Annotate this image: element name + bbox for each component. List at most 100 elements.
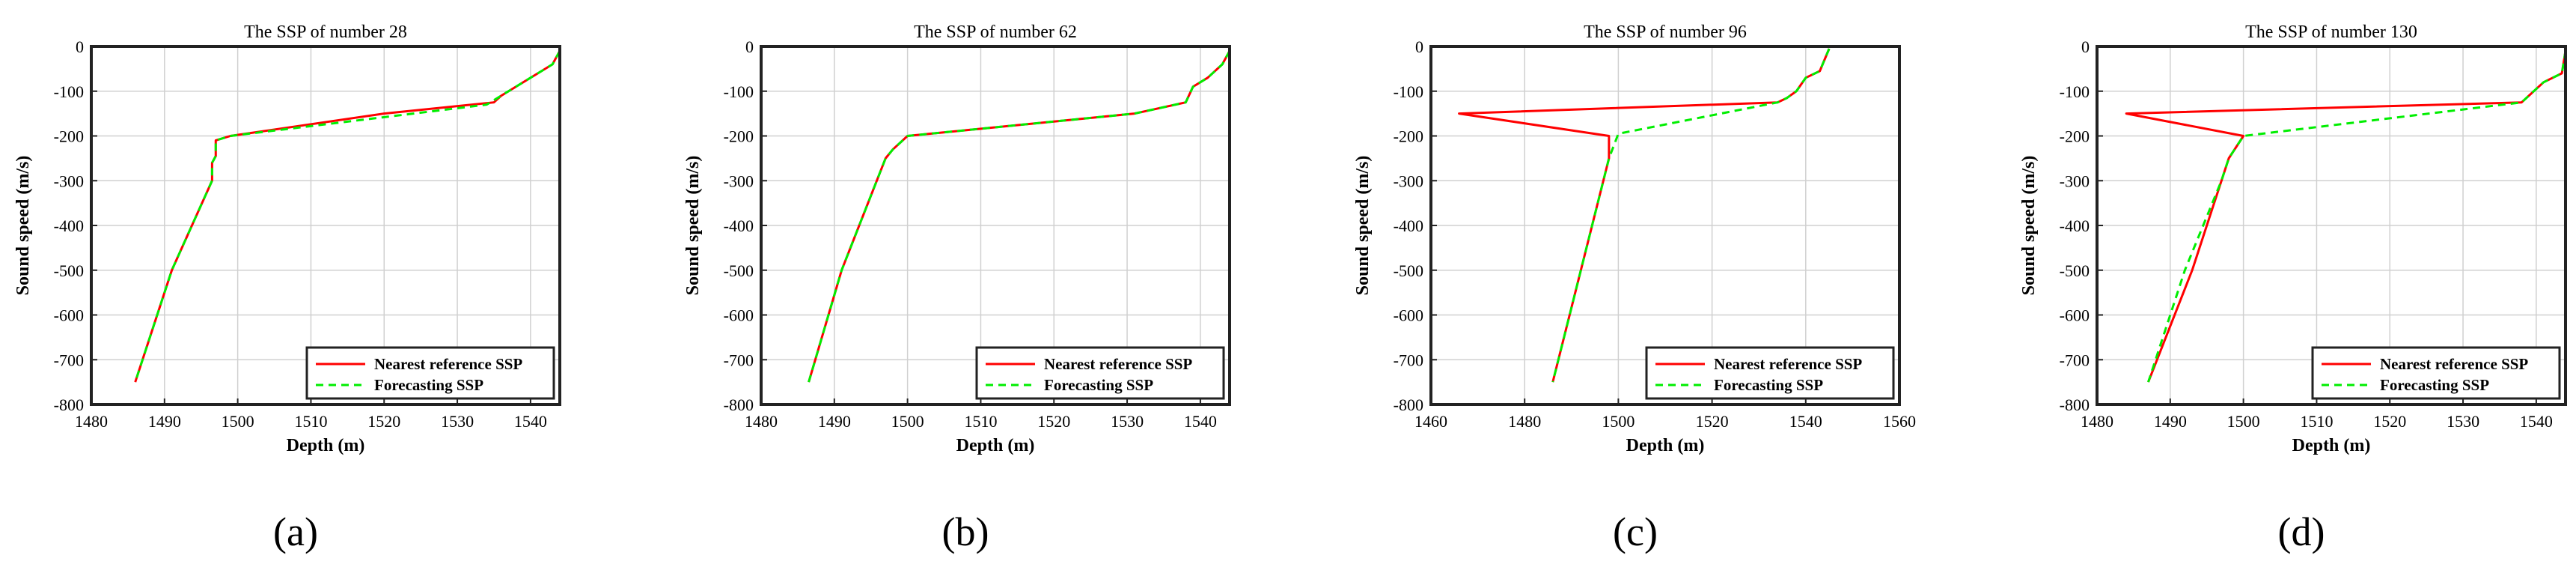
- y-axis-label: Sound speed (m/s): [13, 156, 33, 296]
- panel-label: (b): [942, 509, 989, 554]
- y-tick-label: -200: [2060, 127, 2090, 146]
- y-tick-label: -400: [1394, 216, 1423, 235]
- legend-label: Nearest reference SSP: [1044, 355, 1192, 373]
- y-tick-label: -200: [1394, 127, 1423, 146]
- y-tick-label: -800: [2060, 395, 2090, 414]
- chart-svg: 1460 1480 1500 1520 1540 1560 0 -100 -200 -300 -40…: [1353, 22, 1916, 554]
- x-tick-label: 1480: [2081, 412, 2113, 431]
- x-tick-label: 1490: [2154, 412, 2187, 431]
- y-tick-label: -600: [724, 306, 754, 325]
- series-line-forecasting: [1551, 48, 1831, 383]
- y-tick-label: -500: [2060, 261, 2090, 280]
- y-tick-label: -100: [1394, 82, 1423, 101]
- y-tick-label: -200: [54, 127, 84, 146]
- y-tick-label: -400: [54, 216, 84, 235]
- legend-label: Forecasting SSP: [2380, 376, 2489, 394]
- x-tick-label: 1500: [891, 412, 924, 431]
- panel-label: (d): [2278, 509, 2325, 554]
- x-tick-label: 1500: [2227, 412, 2260, 431]
- chart-svg: 1480 1490 1500 1510 1520 1530 1540 0 -100 -200 -30…: [13, 22, 561, 554]
- x-tick-label: 1460: [1414, 412, 1447, 431]
- y-tick-label: -300: [1394, 172, 1423, 190]
- y-tick-label: -500: [724, 261, 754, 280]
- panel-label: (c): [1613, 509, 1658, 554]
- y-tick-label: -100: [724, 82, 754, 101]
- x-tick-label: 1520: [2373, 412, 2406, 431]
- y-tick-label: -500: [1394, 261, 1423, 280]
- x-tick-label: 1560: [1883, 412, 1916, 431]
- x-tick-label: 1540: [1184, 412, 1217, 431]
- y-tick-label: -300: [54, 172, 84, 190]
- legend-label: Forecasting SSP: [1714, 376, 1823, 394]
- x-tick-label: 1500: [222, 412, 254, 431]
- y-axis-label: Sound speed (m/s): [2019, 156, 2039, 296]
- x-tick-label: 1490: [148, 412, 181, 431]
- series-line-nearest-reference: [134, 50, 560, 383]
- series-line-forecasting: [2147, 50, 2566, 383]
- x-axis-label: Depth (m): [1626, 436, 1705, 455]
- y-tick-label: -100: [2060, 82, 2090, 101]
- x-tick-label: 1500: [1602, 412, 1635, 431]
- y-tick-label: -600: [1394, 306, 1423, 325]
- x-axis-label: Depth (m): [956, 436, 1035, 455]
- y-tick-label: -700: [1394, 351, 1423, 369]
- panel-label: (a): [273, 509, 318, 554]
- y-tick-label: -800: [724, 395, 754, 414]
- chart-title: The SSP of number 96: [1584, 22, 1747, 42]
- x-axis-label: Depth (m): [287, 436, 365, 455]
- series-line-forecasting: [134, 50, 560, 383]
- chart-title: The SSP of number 28: [244, 22, 407, 42]
- y-tick-label: -700: [2060, 351, 2090, 369]
- x-tick-label: 1480: [75, 412, 108, 431]
- legend-label: Forecasting SSP: [1044, 376, 1153, 394]
- y-tick-label: -300: [2060, 172, 2090, 190]
- y-tick-label: -400: [2060, 216, 2090, 235]
- y-tick-label: -600: [2060, 306, 2090, 325]
- series-line-nearest-reference: [808, 50, 1230, 383]
- y-tick-label: -300: [724, 172, 754, 190]
- x-tick-label: 1480: [1508, 412, 1541, 431]
- legend-box: [2311, 346, 2561, 400]
- legend-label: Nearest reference SSP: [1714, 355, 1862, 373]
- x-tick-label: 1540: [1789, 412, 1822, 431]
- y-tick-label: -500: [54, 261, 84, 280]
- y-tick-label: -200: [724, 127, 754, 146]
- x-tick-label: 1490: [818, 412, 851, 431]
- chart-panel-1: 1480 1490 1500 1510 1520 1530 1540 0 -100 -200 -30…: [0, 0, 644, 573]
- chart-title: The SSP of number 130: [2245, 22, 2417, 42]
- chart-svg: 1480 1490 1500 1510 1520 1530 1540 0 -100 -200 -30…: [2019, 22, 2567, 554]
- x-tick-label: 1510: [964, 412, 997, 431]
- series-line-forecasting: [808, 50, 1230, 383]
- legend-label: Nearest reference SSP: [374, 355, 522, 373]
- chart-panel-3: 1460 1480 1500 1520 1540 1560 0 -100 -200 -300 -40…: [1340, 0, 1983, 573]
- x-tick-label: 1510: [2300, 412, 2333, 431]
- x-tick-label: 1510: [294, 412, 327, 431]
- y-tick-label: 0: [1415, 37, 1423, 56]
- x-tick-label: 1530: [1111, 412, 1144, 431]
- y-axis-label: Sound speed (m/s): [683, 156, 703, 296]
- series-line-nearest-reference: [2125, 50, 2566, 383]
- y-tick-label: 0: [745, 37, 754, 56]
- series-line-nearest-reference: [1458, 48, 1831, 383]
- y-tick-label: -700: [724, 351, 754, 369]
- y-tick-label: -800: [54, 395, 84, 414]
- chart-title: The SSP of number 62: [914, 22, 1077, 42]
- y-tick-label: -600: [54, 306, 84, 325]
- y-tick-label: -100: [54, 82, 84, 101]
- x-tick-label: 1520: [1696, 412, 1729, 431]
- chart-panel-4: 1480 1490 1500 1510 1520 1530 1540 0 -100 -200 -30…: [2006, 0, 2576, 573]
- x-tick-label: 1530: [441, 412, 474, 431]
- y-tick-label: -700: [54, 351, 84, 369]
- x-axis-label: Depth (m): [2292, 436, 2371, 455]
- x-tick-label: 1520: [1037, 412, 1070, 431]
- x-tick-label: 1530: [2447, 412, 2479, 431]
- chart-svg: 1480 1490 1500 1510 1520 1530 1540 0 -100 -200 -30…: [683, 22, 1231, 554]
- y-tick-label: -400: [724, 216, 754, 235]
- x-tick-label: 1520: [367, 412, 400, 431]
- legend-label: Forecasting SSP: [374, 376, 483, 394]
- y-tick-label: -800: [1394, 395, 1423, 414]
- y-tick-label: 0: [2081, 37, 2090, 56]
- legend-label: Nearest reference SSP: [2380, 355, 2528, 373]
- x-tick-label: 1480: [745, 412, 778, 431]
